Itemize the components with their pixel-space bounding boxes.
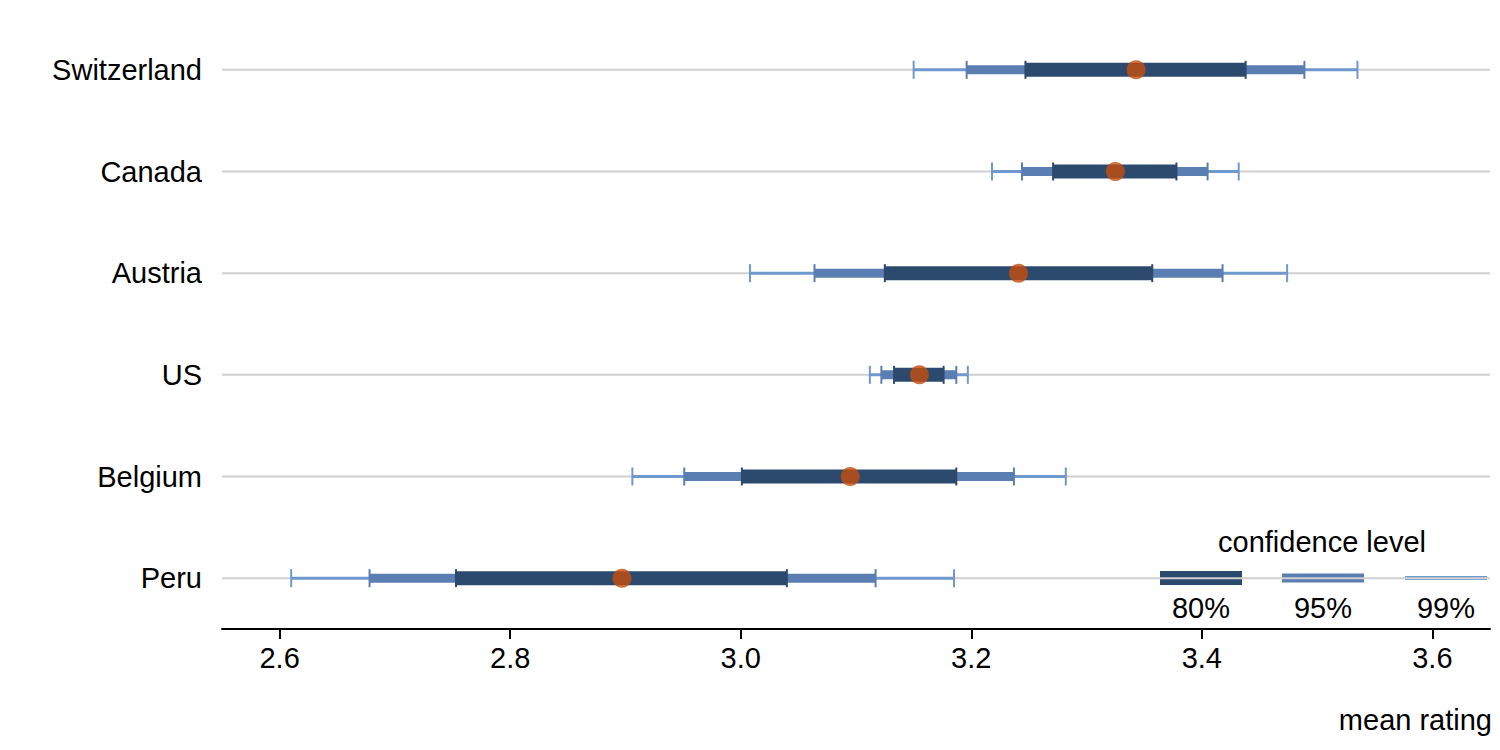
svg-text:3.4: 3.4: [1182, 642, 1222, 674]
svg-text:2.6: 2.6: [259, 642, 299, 674]
svg-text:95%: 95%: [1294, 592, 1352, 624]
svg-text:2.8: 2.8: [490, 642, 530, 674]
svg-text:mean rating: mean rating: [1339, 704, 1492, 736]
svg-text:3.6: 3.6: [1412, 642, 1452, 674]
svg-text:US: US: [162, 359, 202, 391]
svg-text:Switzerland: Switzerland: [52, 54, 202, 86]
svg-text:Belgium: Belgium: [97, 461, 202, 493]
svg-text:Canada: Canada: [100, 156, 202, 188]
svg-text:80%: 80%: [1172, 592, 1230, 624]
svg-text:99%: 99%: [1417, 592, 1475, 624]
svg-text:3.0: 3.0: [721, 642, 761, 674]
svg-text:Austria: Austria: [112, 257, 203, 289]
svg-text:confidence level: confidence level: [1218, 526, 1426, 558]
svg-text:3.2: 3.2: [951, 642, 991, 674]
svg-text:Peru: Peru: [141, 562, 202, 594]
